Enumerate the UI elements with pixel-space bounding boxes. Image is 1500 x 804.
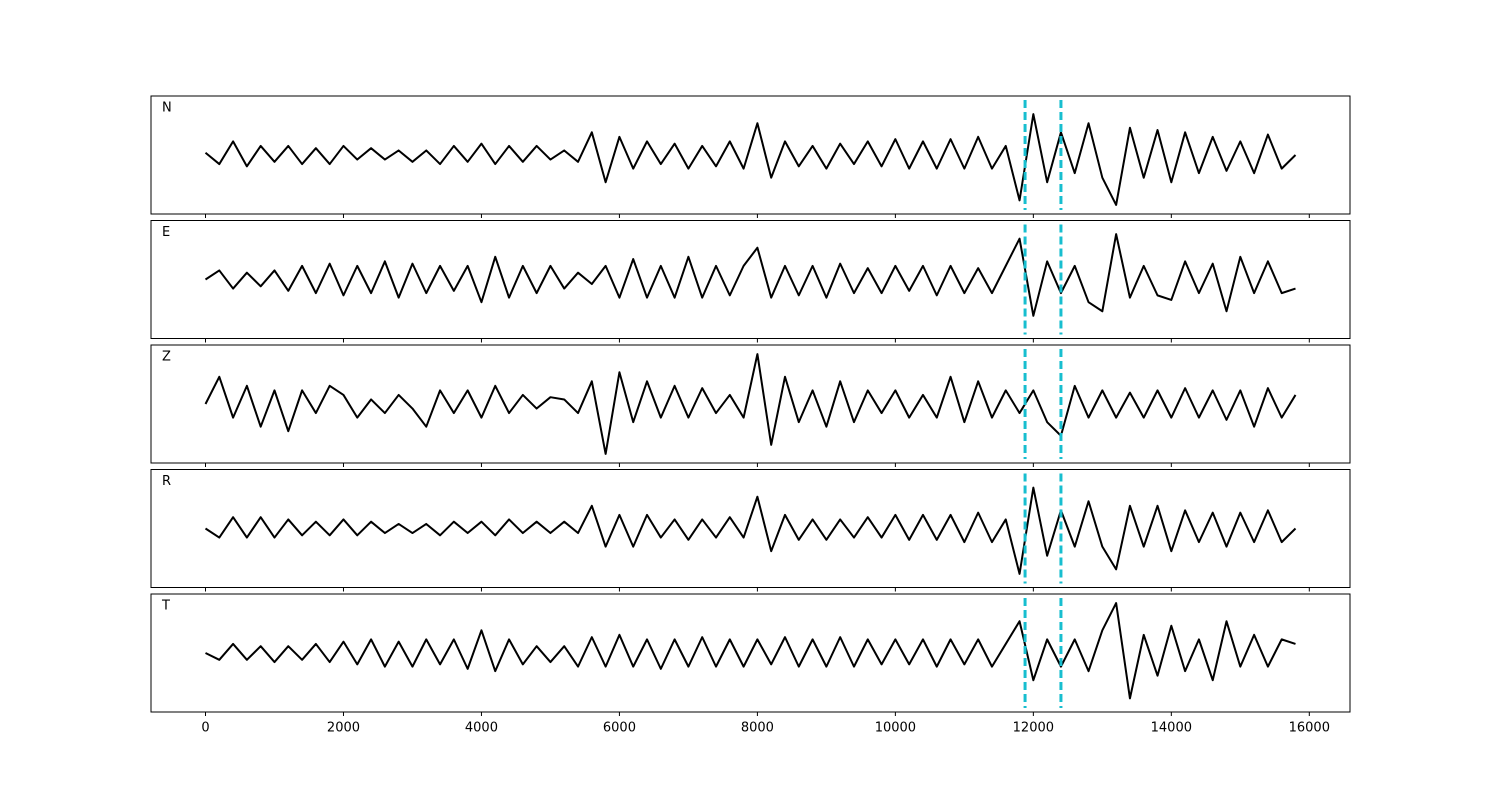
x-tick-label: 12000: [1013, 721, 1054, 736]
x-tick-label: 2000: [327, 721, 360, 736]
x-tick-label: 14000: [1151, 721, 1192, 736]
panel-frame: [150, 95, 1351, 215]
panel-label: E: [162, 225, 170, 240]
x-tick-label: 10000: [875, 721, 916, 736]
panel-label: Z: [162, 350, 171, 365]
panel-frame: [150, 344, 1351, 464]
panel-label: N: [162, 101, 172, 116]
x-tick-label: 4000: [465, 721, 498, 736]
trace: [204, 486, 1297, 575]
panel-label: T: [161, 599, 170, 614]
panel-label: R: [162, 474, 171, 489]
trace: [204, 233, 1296, 317]
trace: [205, 602, 1296, 700]
trace: [204, 113, 1297, 206]
x-tick-label: 0: [201, 721, 209, 736]
panel-frame: [150, 593, 1351, 713]
trace: [204, 353, 1297, 455]
x-tick-label: 16000: [1289, 721, 1330, 736]
x-tick-label: 8000: [741, 721, 774, 736]
x-tick-label: 6000: [603, 721, 636, 736]
panel-frame: [150, 469, 1351, 588]
panel-frame: [150, 220, 1351, 339]
